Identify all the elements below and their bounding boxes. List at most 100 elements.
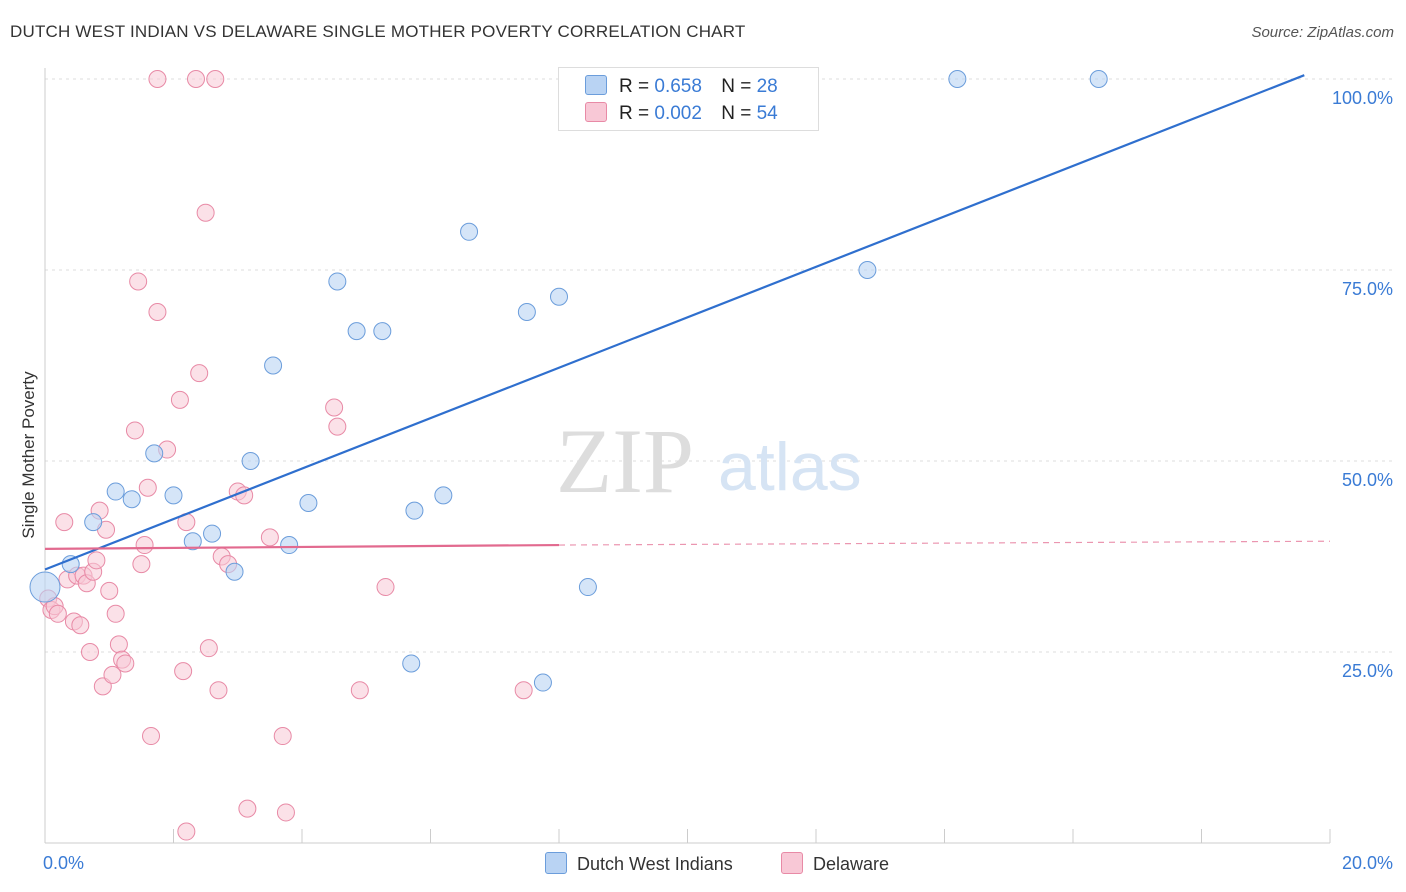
delaware-point <box>142 727 161 746</box>
dutch-west-indians-point <box>29 571 61 603</box>
delaware-trend-line-extension <box>558 540 1331 546</box>
stats-legend: R = 0.658 N = 28 R = 0.002 N = 54 <box>558 67 819 131</box>
bottom-legend-label: Dutch West Indians <box>577 854 733 874</box>
legend-r-value: 0.002 <box>654 103 702 124</box>
dutch-west-indians-point <box>517 303 536 322</box>
delaware-point <box>55 513 74 532</box>
delaware-point <box>376 578 395 597</box>
delaware-point <box>514 681 533 700</box>
x-tick-label: 20.0% <box>1342 853 1393 873</box>
dutch-west-indians-point <box>948 70 967 88</box>
dutch-west-indians-point <box>373 322 392 341</box>
legend-n-value: 28 <box>756 76 778 97</box>
dutch-west-indians-point <box>402 654 421 673</box>
delaware-point <box>174 662 193 681</box>
delaware-point <box>260 528 279 547</box>
dutch-west-indians-point <box>164 486 183 505</box>
legend-r-value: 0.658 <box>654 76 702 97</box>
source-credit: Source: ZipAtlas.com <box>1251 24 1394 41</box>
dutch-west-indians-point <box>328 272 347 291</box>
delaware-point <box>148 70 167 88</box>
dutch-west-indians-point <box>460 222 479 241</box>
grid-lines <box>45 78 1392 653</box>
y-tick-label: 100.0% <box>1332 88 1393 108</box>
legend-swatch-blue <box>585 75 607 95</box>
dutch-west-indians-point <box>106 482 125 501</box>
delaware-point <box>186 70 205 88</box>
dutch-west-indians-point <box>533 673 552 692</box>
delaware-point <box>71 616 90 635</box>
delaware-point <box>103 665 122 684</box>
dutch-west-indians-point <box>280 536 299 555</box>
legend-n-label: N = <box>721 103 752 124</box>
legend-r-label: R = <box>619 76 650 97</box>
bottom-legend-label: Delaware <box>813 854 890 874</box>
dutch-west-indians-point <box>264 356 283 375</box>
bottom-legend-swatch-blue <box>545 852 567 874</box>
dutch-west-indians-point <box>1089 70 1108 88</box>
delaware-point <box>132 555 151 574</box>
dutch-west-indians-point <box>434 486 453 505</box>
delaware-point <box>199 639 218 658</box>
dutch-west-indians-point <box>145 444 164 463</box>
bottom-legend-delaware: Delaware <box>781 852 889 875</box>
delaware-point <box>138 478 157 497</box>
dutch-west-indians-point <box>858 261 877 279</box>
y-tick-label: 75.0% <box>1342 279 1393 299</box>
delaware-point <box>238 799 257 818</box>
delaware-point <box>135 536 154 555</box>
dutch-west-indians-point <box>84 513 103 532</box>
bottom-legend-swatch-pink <box>781 852 803 874</box>
delaware-trend-line <box>44 543 560 550</box>
dutch-west-indians-point <box>183 532 202 551</box>
dutch-west-indians-point <box>203 524 222 543</box>
dutch-west-indians-point <box>578 578 597 597</box>
delaware-point <box>116 654 135 673</box>
legend-row-dutch-west-indians: R = 0.658 N = 28 <box>585 75 778 99</box>
delaware-point <box>87 551 106 570</box>
y-axis-label: Single Mother Poverty <box>19 371 38 539</box>
delaware-point <box>170 390 189 409</box>
watermark-atlas: atlas <box>718 429 862 505</box>
delaware-point <box>276 803 295 822</box>
tick-labels: 25.0% 50.0% 75.0% 100.0% 0.0% 20.0% <box>43 88 1393 873</box>
delaware-point <box>328 417 347 436</box>
watermark-zip: ZIP <box>556 410 694 512</box>
dutch-west-indians-points <box>29 70 1108 692</box>
delaware-point <box>190 364 209 383</box>
delaware-point <box>100 581 119 600</box>
legend-swatch-pink <box>585 102 607 122</box>
chart-title: DUTCH WEST INDIAN VS DELAWARE SINGLE MOT… <box>10 22 746 41</box>
dutch-west-indians-point <box>347 322 366 341</box>
dutch-west-indians-point <box>405 501 424 520</box>
axes <box>44 68 1331 844</box>
delaware-point <box>196 203 215 222</box>
delaware-point <box>209 681 228 700</box>
delaware-point <box>148 303 167 322</box>
dutch-west-indians-point <box>299 494 318 513</box>
x-tick-label: 0.0% <box>43 853 84 873</box>
delaware-point <box>206 70 225 88</box>
legend-n-label: N = <box>721 76 752 97</box>
dutch-west-indians-point <box>550 287 568 306</box>
legend-row-delaware: R = 0.002 N = 54 <box>585 102 778 126</box>
delaware-point <box>273 727 292 746</box>
delaware-point <box>177 822 196 841</box>
delaware-point <box>48 604 67 623</box>
delaware-point <box>129 272 148 291</box>
delaware-point <box>80 643 99 661</box>
delaware-point <box>109 635 128 654</box>
delaware-point <box>93 677 112 696</box>
delaware-point <box>125 421 144 440</box>
delaware-point <box>106 604 125 623</box>
delaware-point <box>325 398 344 417</box>
dutch-west-indians-trend-line <box>44 74 1305 571</box>
legend-n-value: 54 <box>756 103 778 124</box>
trend-lines <box>44 74 1331 571</box>
bottom-legend-dutch-west-indians: Dutch West Indians <box>545 852 733 875</box>
legend-r-label: R = <box>619 103 650 124</box>
delaware-points <box>39 70 533 841</box>
dutch-west-indians-point <box>122 490 141 509</box>
delaware-point <box>350 681 369 700</box>
